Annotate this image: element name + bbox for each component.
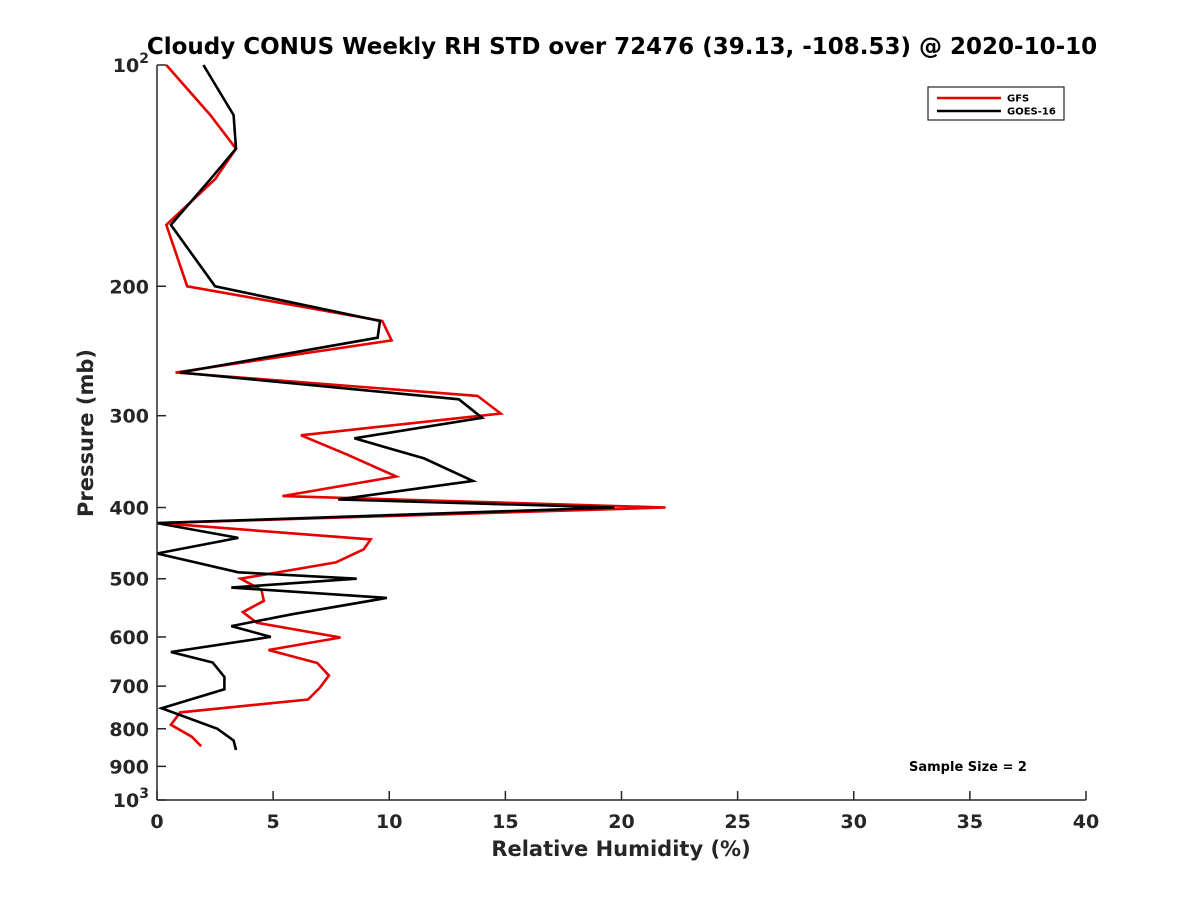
x-tick-label: 15 [492, 811, 518, 833]
x-tick-label: 35 [957, 811, 983, 833]
sample-size-annotation: Sample Size = 2 [909, 760, 1027, 775]
x-axis-ticks: 0 5 10 15 20 25 30 35 40 [150, 791, 1099, 833]
series-line-goes16 [156, 64, 615, 751]
x-tick-label: 30 [841, 811, 867, 833]
series-line-gfs [159, 64, 666, 748]
y-axis-label: Pressure (mb) [74, 349, 98, 517]
legend-box [927, 86, 1065, 121]
x-tick-label: 5 [267, 811, 280, 833]
plot-background [157, 65, 1086, 800]
x-tick-label: 10 [376, 811, 402, 833]
legend-label-goes16: GOES-16 [1007, 107, 1056, 118]
x-axis-label: Relative Humidity (%) [491, 837, 750, 861]
y-tick-label: 103 [113, 786, 149, 812]
y-tick-label: 102 [113, 51, 149, 77]
y-tick-label: 300 [109, 406, 149, 428]
y-tick-label: 400 [109, 498, 149, 520]
y-axis-ticks: 102 200 300 400 500 600 700 800 900 103 [109, 51, 166, 812]
y-tick-label: 500 [109, 569, 149, 591]
legend: GFS GOES-16 [927, 86, 1065, 121]
y-tick-label: 900 [109, 756, 149, 778]
chart-title: Cloudy CONUS Weekly RH STD over 72476 (3… [147, 34, 1097, 60]
x-tick-label: 40 [1073, 811, 1099, 833]
y-tick-label: 800 [109, 719, 149, 741]
y-tick-label: 200 [109, 276, 149, 298]
series-lines [156, 64, 666, 751]
legend-label-gfs: GFS [1007, 94, 1029, 105]
x-tick-label: 20 [608, 811, 634, 833]
x-tick-label: 0 [150, 811, 163, 833]
x-tick-label: 25 [724, 811, 750, 833]
y-tick-label: 600 [109, 627, 149, 649]
y-tick-label: 700 [109, 676, 149, 698]
